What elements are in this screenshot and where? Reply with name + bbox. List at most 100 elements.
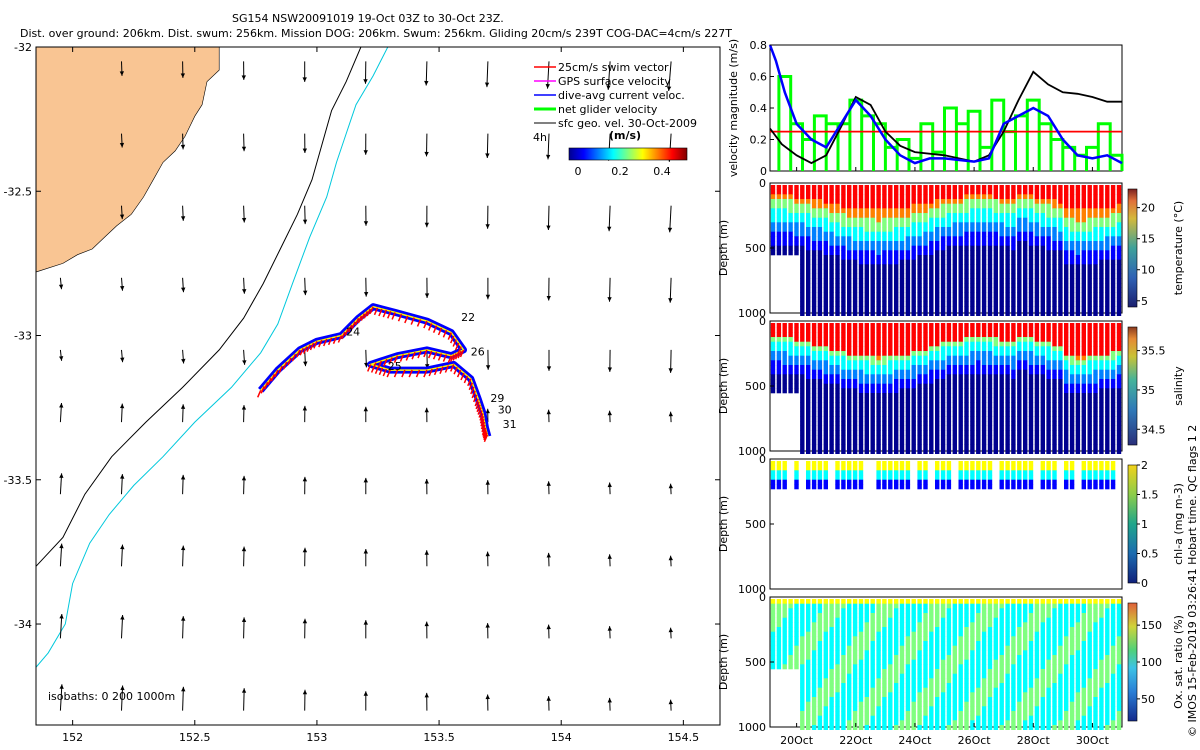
profile-cell [829,622,834,628]
profile-cell [1075,327,1081,333]
profile-cell [823,332,828,338]
vel-ytick-label: 0.4 [750,102,768,115]
legend-label-net: net glider velocity [558,103,658,116]
profile-cell [770,231,776,237]
profile-cell [888,692,893,698]
profile-cell [817,659,823,665]
profile-cell [1017,287,1022,293]
profile-cell [776,655,782,660]
profile-cell [870,194,875,200]
profile-cell [870,341,875,347]
profile-cell [899,641,905,646]
profile-cell [964,475,969,480]
profile-cell [882,203,887,209]
profile-cell [1005,355,1010,361]
profile-cell [899,360,905,366]
profile-cell [800,208,805,214]
profile-cell [811,301,817,307]
profile-cell [864,435,869,440]
map-ytick-label: -32 [14,41,32,54]
profile-cell [1099,189,1104,195]
profile-cell [800,645,805,651]
profile-cell [1075,283,1081,288]
profile-cell [1046,435,1051,440]
profile-cell [929,311,934,316]
profile-cell [1093,203,1098,209]
profile-cell [940,720,946,726]
profile-cell [1052,341,1057,347]
profile-cell [870,617,875,623]
track-day-label: 24 [346,326,360,339]
profile-cell [1011,222,1016,228]
profile-cell [1069,346,1075,352]
profile-cell [876,650,881,656]
profile-cell [864,355,869,361]
profile-cell [917,301,922,307]
profile-cell [958,701,963,707]
profile-cell [1099,185,1104,190]
profile-cell [858,599,864,604]
swim-vector [382,368,387,377]
profile-cell [1069,259,1075,265]
profile-cell [1110,479,1116,485]
profile-cell [852,411,858,417]
profile-cell [899,402,905,408]
profile-cell [1046,283,1051,288]
profile-cell [1005,199,1010,204]
profile-cell [1046,327,1051,333]
profile-cell [1011,599,1016,604]
profile-cell [1087,227,1092,232]
profile-cell [964,365,969,370]
profile-cell [1058,185,1063,190]
profile-cell [958,199,963,204]
profile-cell [1034,245,1040,251]
profile-cell [882,627,887,632]
profile-cell [876,194,881,200]
legend-label-dac: dive-avg current veloc. [558,89,685,102]
profile-cell [1023,435,1028,440]
profile-cell [888,617,893,623]
profile-cell [835,617,840,623]
profile-cell [999,199,1004,204]
profile-cell [917,465,922,471]
profile-cell [952,369,957,375]
profile-cell [999,711,1004,716]
profile-cell [847,678,852,684]
profile-cell [911,278,916,284]
profile-cell [788,617,793,623]
profile-cell [888,259,893,265]
profile-cell [864,213,869,218]
profile-cell [1011,245,1016,251]
profile-cell [970,255,975,260]
profile-cell [1075,241,1081,246]
profile-cell [993,383,998,389]
profile-cell [817,599,823,604]
profile-cell [905,715,911,721]
profile-cell [1017,241,1022,246]
profile-cell [1005,697,1010,702]
profile-cell [946,213,952,218]
profile-cell [1081,383,1086,389]
profile-cell [800,402,805,408]
profile-cell [876,337,881,342]
profile-cell [976,332,981,338]
profile-cell [782,617,787,623]
profile-cell [1052,189,1057,195]
profile-cell [981,306,987,312]
profile-cell [993,278,998,284]
profile-cell [976,306,981,312]
profile-cell [1058,189,1063,195]
profile-cell [899,383,905,389]
profile-cell [905,269,911,274]
profile-cell [1081,213,1086,218]
profile-cell [987,650,993,656]
profile-cell [1005,388,1010,394]
profile-cell [964,292,969,298]
salinity-cbar-tick-label: 35 [1141,384,1155,397]
profile-cell [888,199,893,204]
profile-cell [1040,351,1045,356]
profile-cell [870,622,875,628]
profile-cell [800,337,805,342]
profile-cell [829,402,834,408]
map-frame [35,46,721,726]
